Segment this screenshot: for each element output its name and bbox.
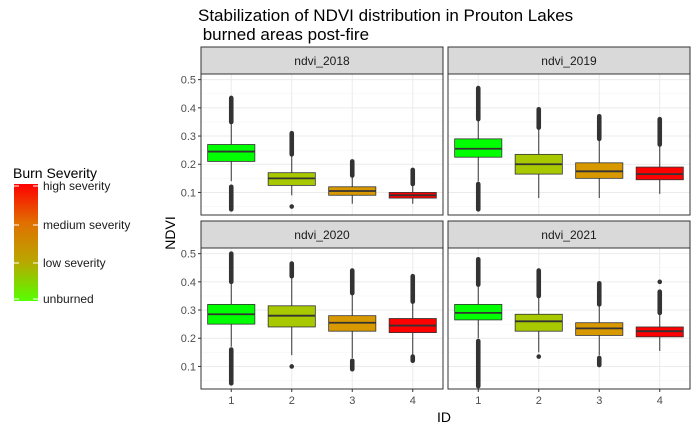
legend-colorbar — [14, 184, 38, 301]
facet-strip-label: ndvi_2020 — [294, 228, 350, 242]
box-2 — [267, 261, 316, 369]
facet-strip-label: ndvi_2018 — [294, 54, 350, 68]
legend-title: Burn Severity — [13, 165, 97, 181]
outliers-low — [475, 338, 481, 389]
box-3 — [575, 280, 624, 368]
outliers-low — [289, 204, 295, 209]
facet-strip-label: ndvi_2021 — [541, 228, 597, 242]
outliers-low — [596, 355, 602, 368]
x-tick-label: 3 — [596, 395, 602, 407]
outliers-high — [596, 114, 602, 142]
box-4 — [635, 116, 684, 194]
x-tick-label: 1 — [228, 395, 234, 407]
box-1 — [454, 85, 503, 212]
facet-panel-ndvi_2019: ndvi_2019 — [447, 46, 691, 216]
facet-strip — [200, 220, 444, 249]
y-tick-label: 0.2 — [181, 333, 196, 345]
facet-panel-ndvi_2018: ndvi_2018 0.1 0.2 0.3 0.4 0.5 — [181, 46, 444, 216]
y-tick-label: 0.5 — [181, 75, 196, 87]
panel-border — [200, 73, 444, 216]
facet-strip — [447, 220, 691, 249]
legend-label: high severity — [43, 179, 110, 193]
facet-panels: ndvi_2018 0.1 0.2 0.3 0.4 0.5 ndvi_2019 ndvi_20… — [181, 46, 691, 407]
x-tick-label: 4 — [657, 395, 663, 407]
y-axis-title: NDVI — [162, 216, 178, 249]
y-tick-label: 0.3 — [181, 305, 196, 317]
facet-panel-ndvi_2020: ndvi_2020 0.1 0.2 0.3 0.4 0.5 1 2 3 4 — [181, 220, 444, 407]
outliers-high — [349, 268, 355, 296]
outliers-high — [657, 289, 663, 316]
y-tick-label: 0.4 — [181, 277, 196, 289]
box-3 — [328, 159, 377, 204]
outliers-low — [228, 347, 234, 386]
facet-strip-label: ndvi_2019 — [541, 54, 597, 68]
outliers-high — [536, 268, 542, 299]
x-tick-label: 1 — [475, 395, 481, 407]
y-tick-label: 0.4 — [181, 103, 196, 115]
box-1 — [207, 251, 256, 386]
y-tick-label: 0.1 — [181, 361, 196, 373]
outliers-low — [289, 364, 295, 369]
chart-title-line-1: Stabilization of NDVI distribution in Pr… — [198, 6, 573, 25]
x-tick-label: 3 — [349, 395, 355, 407]
x-tick-label: 2 — [289, 395, 295, 407]
box-2 — [267, 130, 316, 209]
outliers-high — [289, 130, 295, 157]
panel-border — [447, 73, 691, 216]
outliers-low — [228, 184, 234, 212]
x-tick-label: 2 — [536, 395, 542, 407]
outliers-high — [349, 159, 355, 178]
facet-panel-ndvi_2021: ndvi_2021 1 2 3 4 — [447, 220, 691, 407]
x-tick-label: 4 — [410, 395, 416, 407]
x-axis-title: ID — [437, 409, 451, 425]
box-3 — [328, 268, 377, 372]
box-2 — [514, 268, 563, 359]
box-1 — [454, 256, 503, 389]
box-4 — [388, 273, 437, 364]
y-tick-label: 0.2 — [181, 159, 196, 171]
box-4 — [635, 279, 684, 351]
legend-label: medium severity — [43, 218, 130, 232]
y-tick-label: 0.1 — [181, 187, 196, 199]
outliers-high — [536, 106, 542, 130]
box-3 — [575, 114, 624, 199]
outliers-high — [475, 256, 481, 287]
y-tick-label: 0.3 — [181, 131, 196, 143]
outliers-low — [410, 354, 416, 364]
outlier-point — [657, 279, 663, 285]
outliers-high — [657, 116, 663, 147]
legend-label: low severity — [43, 256, 106, 270]
outliers-low — [536, 354, 542, 359]
outliers-high — [228, 251, 234, 285]
outliers-high — [228, 95, 234, 125]
outliers-high — [475, 85, 481, 122]
outliers-high — [410, 167, 416, 187]
outliers-high — [289, 261, 295, 279]
y-tick-label: 0.5 — [181, 249, 196, 261]
box-1 — [207, 95, 256, 212]
outliers-high — [410, 273, 416, 304]
legend: Burn Severity high severity medium severi… — [13, 165, 130, 306]
outliers-high — [596, 280, 602, 307]
box-iqr — [514, 313, 563, 332]
outliers-low — [475, 181, 481, 212]
panel-border — [200, 247, 444, 390]
box-iqr — [207, 144, 256, 162]
facet-strip — [447, 46, 691, 75]
box-4 — [388, 167, 437, 204]
facet-strip — [200, 46, 444, 75]
panel-border — [447, 247, 691, 390]
box-2 — [514, 106, 563, 199]
legend-label: unburned — [43, 292, 94, 306]
outliers-low — [349, 358, 355, 372]
chart-title-line-2: burned areas post-fire — [198, 25, 369, 44]
